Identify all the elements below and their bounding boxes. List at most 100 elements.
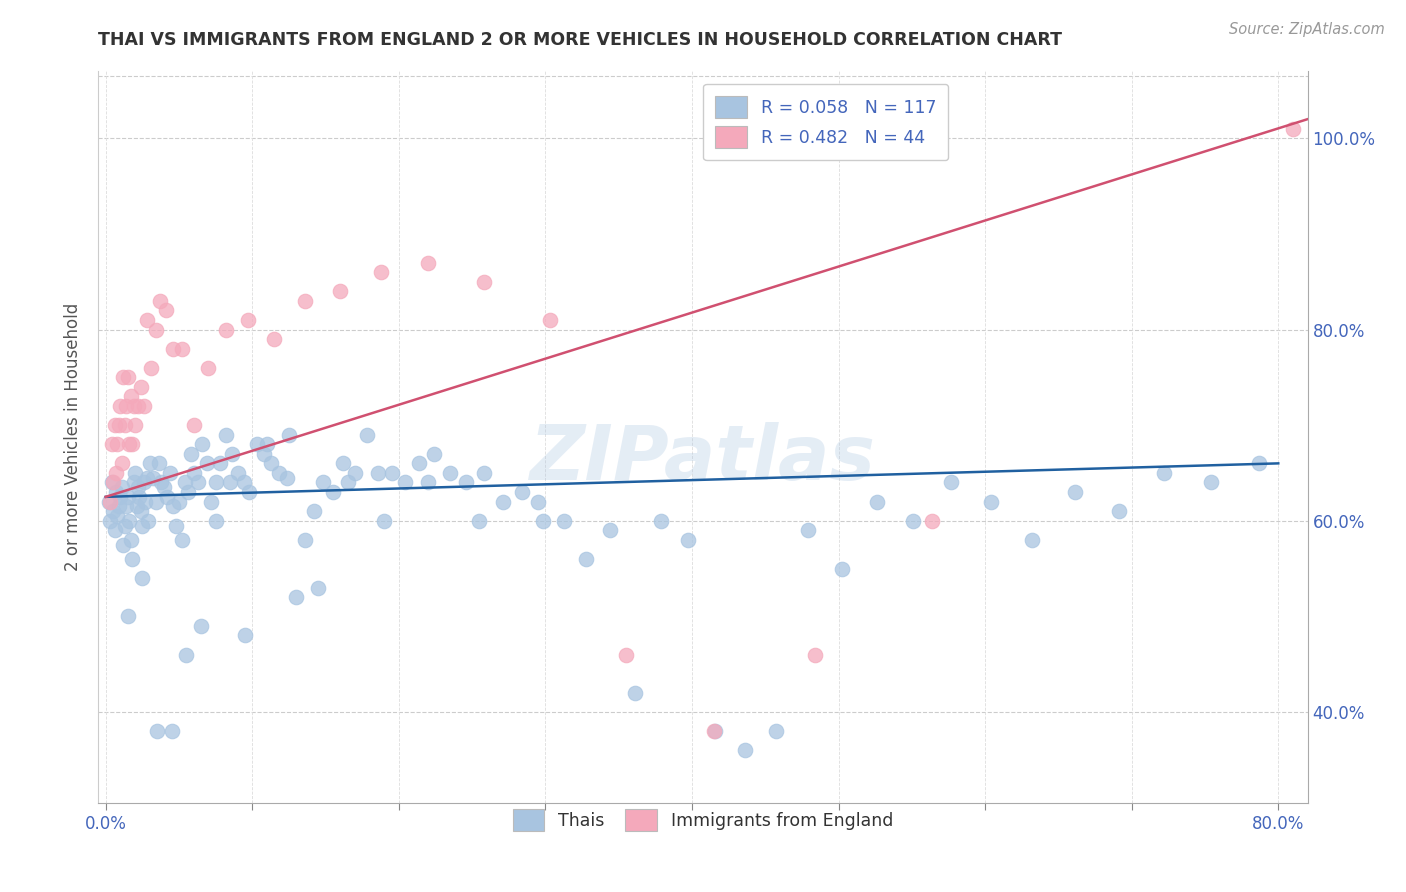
Point — [115, 399, 138, 413]
Point — [367, 466, 389, 480]
Point — [439, 466, 461, 480]
Point — [941, 475, 963, 490]
Point — [200, 494, 222, 508]
Point — [145, 494, 167, 508]
Point — [285, 591, 308, 605]
Point — [100, 475, 122, 490]
Point — [117, 490, 139, 504]
Point — [132, 399, 155, 413]
Point — [765, 724, 787, 739]
Point — [624, 686, 647, 700]
Point — [128, 490, 150, 504]
Point — [307, 581, 329, 595]
Point — [1063, 485, 1085, 500]
Point — [125, 500, 148, 514]
Point — [101, 504, 124, 518]
Legend: Thais, Immigrants from England: Thais, Immigrants from England — [503, 798, 903, 842]
Point — [132, 475, 155, 490]
Point — [246, 437, 269, 451]
Point — [191, 437, 214, 451]
Point — [294, 293, 316, 308]
Point — [112, 538, 135, 552]
Point — [135, 471, 157, 485]
Point — [221, 447, 243, 461]
Point — [115, 500, 138, 514]
Point — [162, 500, 184, 514]
Point — [527, 494, 550, 508]
Point — [408, 456, 430, 470]
Point — [155, 303, 177, 318]
Point — [190, 619, 212, 633]
Point — [233, 628, 256, 642]
Point — [370, 265, 392, 279]
Point — [103, 524, 125, 538]
Point — [236, 313, 259, 327]
Point — [122, 475, 145, 490]
Point — [226, 466, 249, 480]
Point — [121, 437, 143, 451]
Point — [267, 466, 290, 480]
Point — [122, 399, 145, 413]
Point — [1108, 504, 1130, 518]
Point — [97, 494, 120, 508]
Point — [118, 437, 141, 451]
Point — [117, 370, 139, 384]
Point — [98, 514, 121, 528]
Point — [322, 485, 344, 500]
Point — [183, 466, 205, 480]
Point — [111, 480, 134, 494]
Point — [170, 533, 193, 547]
Point — [177, 485, 200, 500]
Point — [120, 389, 142, 403]
Point — [110, 399, 132, 413]
Point — [180, 447, 202, 461]
Point — [276, 471, 298, 485]
Point — [124, 466, 146, 480]
Point — [195, 456, 218, 470]
Point — [105, 466, 128, 480]
Point — [329, 285, 352, 299]
Point — [703, 724, 725, 739]
Point — [98, 494, 121, 508]
Point — [131, 571, 153, 585]
Point — [204, 475, 226, 490]
Point — [111, 456, 134, 470]
Point — [676, 533, 699, 547]
Point — [418, 255, 440, 269]
Point — [510, 485, 533, 500]
Point — [153, 480, 176, 494]
Point — [114, 418, 136, 433]
Point — [373, 514, 395, 528]
Point — [302, 504, 325, 518]
Point — [797, 524, 820, 538]
Y-axis label: 2 or more Vehicles in Household: 2 or more Vehicles in Household — [65, 303, 83, 571]
Point — [418, 475, 440, 490]
Point — [219, 475, 242, 490]
Point — [311, 475, 333, 490]
Point — [256, 437, 278, 451]
Point — [472, 275, 495, 289]
Point — [332, 456, 354, 470]
Text: Source: ZipAtlas.com: Source: ZipAtlas.com — [1229, 22, 1385, 37]
Text: ZIPatlas: ZIPatlas — [530, 422, 876, 496]
Point — [149, 293, 172, 308]
Point — [134, 494, 156, 508]
Point — [538, 313, 561, 327]
Point — [108, 500, 131, 514]
Point — [165, 518, 187, 533]
Point — [456, 475, 478, 490]
Point — [253, 447, 276, 461]
Point — [209, 456, 232, 470]
Point — [921, 514, 943, 528]
Point — [183, 418, 205, 433]
Point — [103, 418, 125, 433]
Point — [187, 475, 209, 490]
Point — [380, 466, 402, 480]
Point — [980, 494, 1002, 508]
Point — [260, 456, 283, 470]
Point — [108, 418, 131, 433]
Point — [156, 490, 179, 504]
Point — [117, 609, 139, 624]
Point — [704, 724, 727, 739]
Point — [148, 456, 170, 470]
